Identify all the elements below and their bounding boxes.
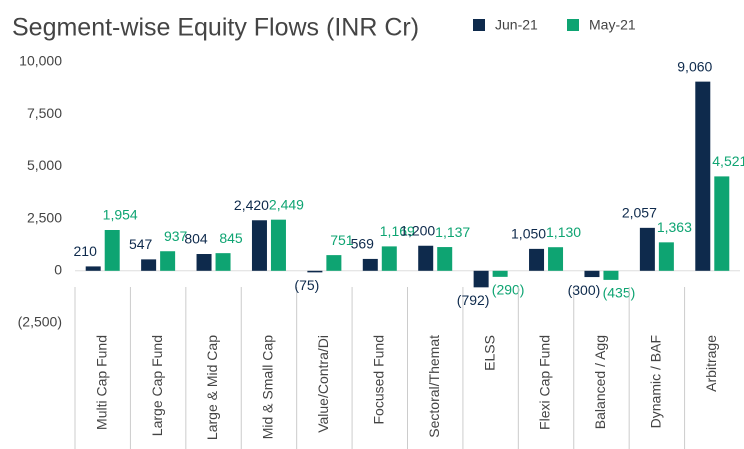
x-tick-label: Dynamic / BAF xyxy=(648,335,664,428)
x-tick-label: Mid & Small Cap xyxy=(260,335,276,439)
data-label: 2,420 xyxy=(234,197,269,213)
y-tick-label: 10,000 xyxy=(19,53,62,69)
y-tick-label: 2,500 xyxy=(27,209,62,225)
data-label: 751 xyxy=(330,232,354,248)
legend-swatch xyxy=(567,19,579,31)
data-label: (290) xyxy=(492,282,525,298)
data-label: 210 xyxy=(74,243,98,259)
data-label: 1,169 xyxy=(380,223,415,239)
bar xyxy=(326,255,342,271)
x-tick-label: Multi Cap Fund xyxy=(93,335,109,430)
bar xyxy=(695,81,711,271)
bar xyxy=(85,266,101,271)
x-tick-label: Large Cap Fund xyxy=(149,335,165,436)
x-tick-label: Balanced / Agg xyxy=(592,335,608,429)
bar xyxy=(381,246,397,271)
data-label: 804 xyxy=(184,231,208,247)
x-tick-label: Focused Fund xyxy=(370,335,386,425)
y-tick-label: 0 xyxy=(54,262,62,278)
legend-label: May-21 xyxy=(589,17,636,33)
data-label: 2,449 xyxy=(269,196,304,212)
bar xyxy=(141,259,157,271)
data-label: (792) xyxy=(457,292,490,308)
bar xyxy=(714,176,730,271)
y-tick-label: (2,500) xyxy=(18,314,62,330)
bar xyxy=(251,220,267,271)
bar xyxy=(548,247,564,271)
data-label: 4,521 xyxy=(712,153,744,169)
bar xyxy=(437,247,453,271)
bar xyxy=(215,253,231,271)
x-tick-label: Large & Mid Cap xyxy=(204,335,220,440)
bar xyxy=(639,227,655,271)
data-label: 937 xyxy=(164,228,188,244)
data-label: (300) xyxy=(568,282,601,298)
bar xyxy=(529,248,545,271)
legend-label: Jun-21 xyxy=(495,17,538,33)
bar xyxy=(584,270,600,278)
data-label: 1,954 xyxy=(103,207,138,223)
bar xyxy=(362,258,378,271)
x-tick-label: Arbitrage xyxy=(703,335,719,392)
x-tick-label: Flexi Cap Fund xyxy=(537,335,553,430)
bar xyxy=(603,270,619,280)
bar xyxy=(270,219,286,271)
chart-title: Segment-wise Equity Flows (INR Cr) xyxy=(12,14,419,42)
data-label: 569 xyxy=(351,236,375,252)
bar xyxy=(473,270,489,288)
bar xyxy=(160,251,176,271)
y-tick-label: 7,500 xyxy=(27,105,62,121)
data-label: 1,050 xyxy=(511,226,546,242)
data-label: 1,130 xyxy=(546,224,581,240)
x-tick-label: Value/Contra/Di xyxy=(315,335,331,433)
bar xyxy=(418,245,434,271)
bar xyxy=(196,254,212,271)
data-label: 845 xyxy=(219,230,243,246)
bar xyxy=(307,270,323,273)
data-label: (75) xyxy=(294,277,319,293)
data-label: 1,363 xyxy=(657,219,692,235)
legend-swatch xyxy=(473,19,485,31)
data-label: 9,060 xyxy=(677,58,712,74)
data-label: 547 xyxy=(129,236,153,252)
x-tick-label: ELSS xyxy=(481,335,497,371)
x-tick-label: Sectoral/Themat xyxy=(426,335,442,438)
bar xyxy=(492,270,508,277)
data-label: 2,057 xyxy=(622,205,657,221)
y-tick-label: 5,000 xyxy=(27,157,62,173)
data-label: 1,137 xyxy=(435,224,470,240)
bar xyxy=(104,230,120,271)
data-label: 1,200 xyxy=(400,222,435,238)
bar xyxy=(658,242,674,271)
data-label: (435) xyxy=(603,285,636,301)
